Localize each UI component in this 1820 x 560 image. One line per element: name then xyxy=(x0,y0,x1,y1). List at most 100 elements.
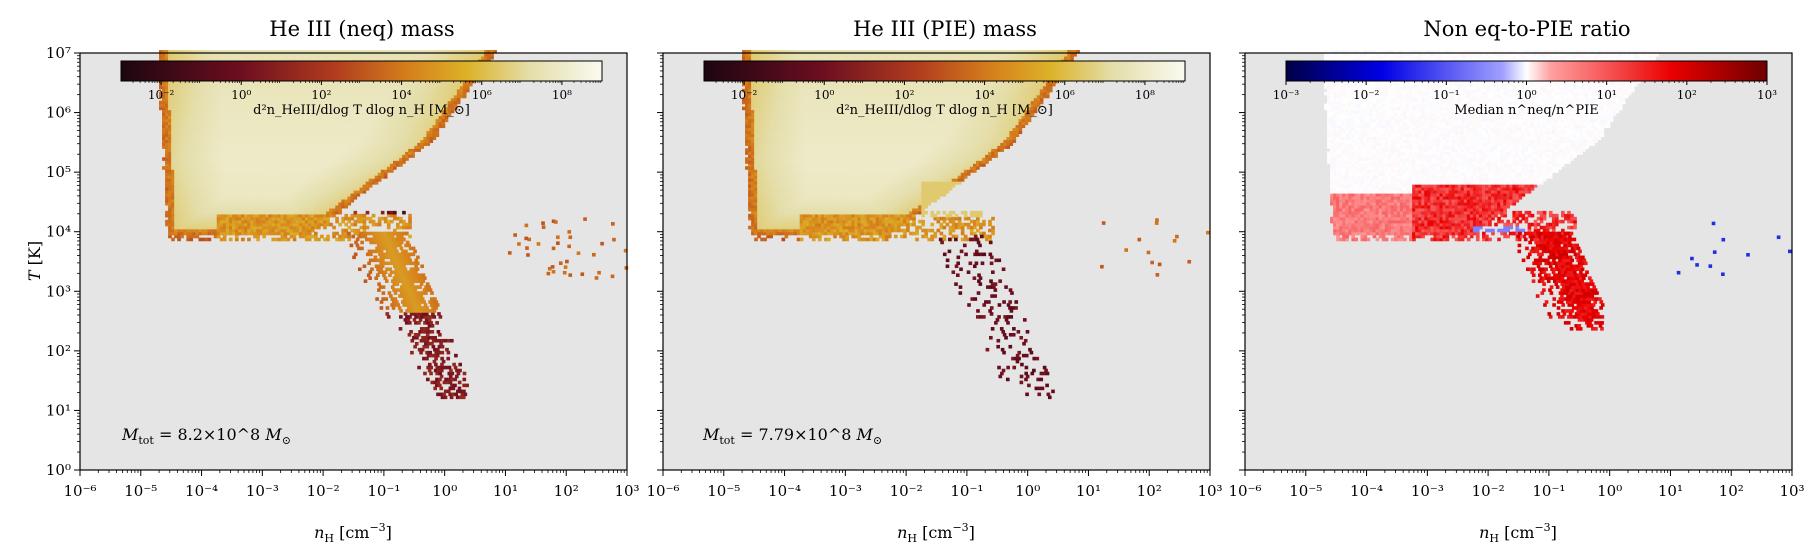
heat-cell xyxy=(238,187,242,191)
heat-cell xyxy=(365,187,370,191)
heat-cell xyxy=(207,118,212,123)
heat-cell xyxy=(307,136,312,140)
heat-cell xyxy=(344,157,349,161)
heat-cell xyxy=(310,154,315,158)
heat-cell xyxy=(283,94,288,99)
heat-cell xyxy=(234,204,239,209)
heat-cell xyxy=(210,178,215,182)
heat-cell xyxy=(177,181,181,185)
heat-cell xyxy=(353,175,358,179)
heat-cell xyxy=(271,97,276,102)
heat-cell xyxy=(213,172,218,176)
heat-cell xyxy=(301,181,306,185)
heat-cell xyxy=(168,198,172,203)
heat-cell xyxy=(189,190,194,194)
heat-cell xyxy=(174,154,178,158)
heat-cell xyxy=(238,213,242,218)
heat-cell xyxy=(228,187,233,191)
heat-cell xyxy=(317,82,321,87)
heat-cell xyxy=(310,121,315,126)
heat-cell xyxy=(168,234,172,239)
heat-cell xyxy=(222,169,227,173)
heat-cell xyxy=(320,181,324,185)
heat-cell xyxy=(362,124,367,129)
heat-cell xyxy=(347,109,352,114)
heat-cell xyxy=(304,100,309,105)
heat-cell xyxy=(292,127,297,132)
heat-cell xyxy=(286,187,291,191)
heat-cell xyxy=(228,178,233,182)
heat-cell xyxy=(377,175,382,179)
heat-cell xyxy=(304,219,309,224)
heat-cell xyxy=(338,82,342,87)
heat-cell xyxy=(210,79,215,84)
heat-cell xyxy=(204,79,209,84)
heat-cell xyxy=(301,228,306,233)
heat-cell xyxy=(329,133,333,137)
heat-cell xyxy=(174,178,178,182)
heat-cell xyxy=(222,97,227,102)
heat-cell xyxy=(289,213,294,218)
heat-cell xyxy=(183,157,187,161)
heat-cell xyxy=(247,175,251,179)
heat-cell xyxy=(304,139,309,143)
heat-cell xyxy=(183,160,187,164)
heat-cell xyxy=(168,175,172,179)
heat-cell xyxy=(168,169,172,173)
heat-cell xyxy=(277,136,282,140)
heat-cell xyxy=(271,222,276,227)
heat-cell xyxy=(332,187,336,191)
heat-cell xyxy=(283,97,288,102)
heat-cell xyxy=(347,115,352,120)
heat-cell xyxy=(241,160,245,164)
heat-cell xyxy=(201,195,206,200)
heat-cell xyxy=(262,154,266,158)
heat-cell xyxy=(201,100,206,105)
heat-cell xyxy=(210,163,215,167)
heat-cell xyxy=(286,237,291,242)
heat-cell xyxy=(317,124,321,129)
heat-cell xyxy=(280,136,285,140)
heat-cell xyxy=(241,53,245,57)
heat-cell xyxy=(238,79,242,84)
heat-cell xyxy=(231,148,236,152)
heat-cell xyxy=(210,192,215,197)
heat-cell xyxy=(244,175,248,179)
heat-cell xyxy=(268,133,273,137)
heat-cell xyxy=(310,225,315,230)
heat-cell xyxy=(347,234,352,239)
heat-cell xyxy=(374,121,379,126)
heat-cell xyxy=(310,213,315,218)
heat-cell xyxy=(192,130,197,135)
heat-cell xyxy=(307,103,312,108)
heat-cell xyxy=(186,50,190,54)
heat-cell xyxy=(368,118,373,123)
heat-cell xyxy=(253,181,257,185)
heat-cell xyxy=(171,187,175,191)
heat-cell xyxy=(313,210,318,215)
heat-cell xyxy=(228,210,233,215)
heat-cell xyxy=(307,148,312,152)
heat-cell xyxy=(362,169,367,173)
heat-cell xyxy=(317,169,321,173)
heat-cell xyxy=(317,97,321,102)
heat-cell xyxy=(186,112,190,117)
heat-cell xyxy=(162,88,166,93)
heat-cell xyxy=(332,225,336,230)
heat-cell xyxy=(195,204,200,209)
heat-cell xyxy=(225,55,230,60)
heat-cell xyxy=(174,228,178,233)
heat-cell xyxy=(213,130,218,135)
heat-cell xyxy=(329,85,333,90)
heat-cell xyxy=(201,121,206,126)
heat-cell xyxy=(335,219,339,224)
heat-cell xyxy=(329,172,333,176)
heat-cell xyxy=(198,184,203,188)
heat-cell xyxy=(347,85,352,90)
heat-cell xyxy=(244,50,248,54)
heat-cell xyxy=(219,184,224,188)
heat-cell xyxy=(204,124,209,129)
heat-cell xyxy=(374,133,379,137)
heat-cell xyxy=(219,201,224,206)
heat-cell xyxy=(286,151,291,155)
